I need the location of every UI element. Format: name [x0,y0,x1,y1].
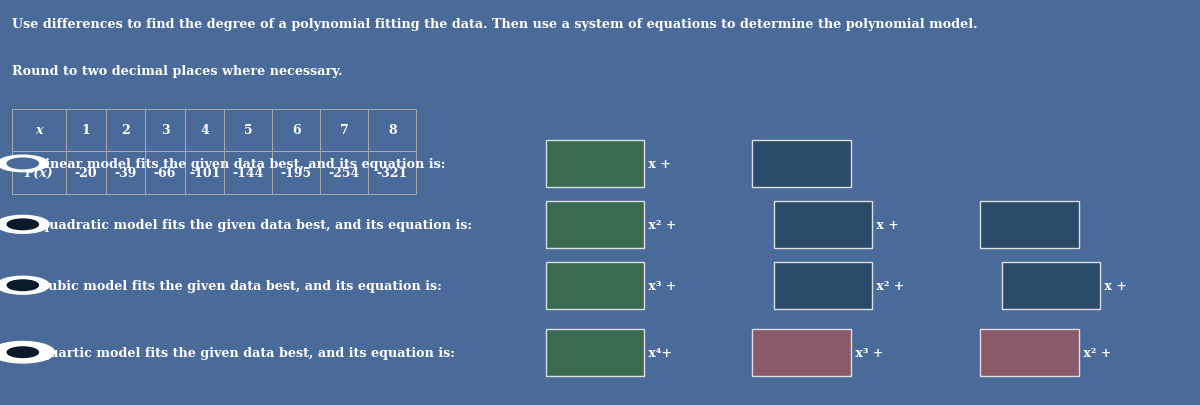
Text: 2: 2 [121,124,130,137]
FancyBboxPatch shape [320,152,368,194]
Bar [752,329,851,376]
Text: A linear model fits the given data best, and its equation is:: A linear model fits the given data best,… [26,158,445,171]
Bar [546,262,644,309]
Bar [980,201,1079,248]
Text: -254: -254 [329,166,360,180]
FancyBboxPatch shape [185,152,224,194]
Circle shape [0,216,49,234]
FancyBboxPatch shape [368,109,416,152]
Text: -39: -39 [114,166,137,180]
FancyBboxPatch shape [368,152,416,194]
Text: 4: 4 [200,124,209,137]
Text: 8: 8 [388,124,397,137]
Text: P(x): P(x) [25,166,53,180]
Circle shape [0,342,54,363]
Text: x +: x + [872,218,904,231]
Text: -195: -195 [281,166,312,180]
Circle shape [7,280,38,291]
Text: x² +: x² + [644,218,682,231]
Circle shape [0,277,49,294]
Circle shape [7,220,38,230]
Circle shape [7,159,38,169]
FancyBboxPatch shape [185,109,224,152]
Text: 3: 3 [161,124,169,137]
Text: 6: 6 [292,124,301,137]
Text: x³ +: x³ + [851,346,888,359]
Text: Use differences to find the degree of a polynomial fitting the data. Then use a : Use differences to find the degree of a … [12,18,978,31]
Text: x² +: x² + [872,279,910,292]
Text: A quadratic model fits the given data best, and its equation is:: A quadratic model fits the given data be… [26,218,473,231]
Text: -101: -101 [188,166,221,180]
FancyBboxPatch shape [224,109,272,152]
Bar [546,201,644,248]
Text: x +: x + [1100,279,1132,292]
FancyBboxPatch shape [12,109,66,152]
FancyBboxPatch shape [272,109,320,152]
Text: 1: 1 [82,124,90,137]
Text: 7: 7 [340,124,349,137]
Text: -144: -144 [233,166,264,180]
Bar [546,141,644,187]
FancyBboxPatch shape [12,152,66,194]
Circle shape [7,347,38,358]
FancyBboxPatch shape [320,109,368,152]
Text: -20: -20 [74,166,97,180]
FancyBboxPatch shape [106,152,145,194]
Text: x³ +: x³ + [644,279,682,292]
FancyBboxPatch shape [106,109,145,152]
FancyBboxPatch shape [145,109,185,152]
Text: x: x [35,124,43,137]
Bar [774,262,872,309]
Text: x² +: x² + [1079,346,1116,359]
Text: Round to two decimal places where necessary.: Round to two decimal places where necess… [12,65,342,78]
Bar [546,329,644,376]
FancyBboxPatch shape [224,152,272,194]
Text: A cubic model fits the given data best, and its equation is:: A cubic model fits the given data best, … [26,279,442,292]
FancyBboxPatch shape [145,152,185,194]
Text: -66: -66 [154,166,176,180]
FancyBboxPatch shape [272,152,320,194]
FancyBboxPatch shape [66,109,106,152]
Text: 5: 5 [244,124,253,137]
Bar [980,329,1079,376]
Text: x +: x + [644,158,676,171]
Bar [752,141,851,187]
Text: A quartic model fits the given data best, and its equation is:: A quartic model fits the given data best… [26,346,455,359]
Bar [1002,262,1100,309]
Circle shape [0,155,49,173]
Bar [774,201,872,248]
Text: -321: -321 [377,166,408,180]
Text: x⁴+: x⁴+ [644,346,677,359]
FancyBboxPatch shape [66,152,106,194]
